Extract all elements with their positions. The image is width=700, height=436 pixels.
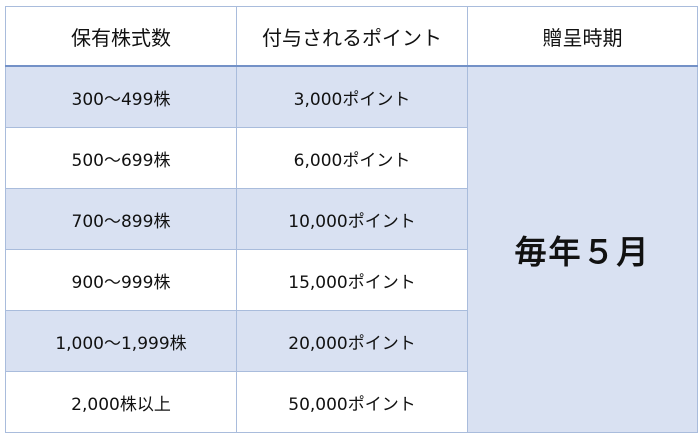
header-points: 付与されるポイント (236, 6, 468, 67)
table-row: 300～499株 3,000ポイント 毎年５月 (5, 65, 698, 433)
points-cell: 3,000ポイント (236, 65, 468, 128)
points-cell: 15,000ポイント (236, 249, 468, 311)
shares-cell: 1,000～1,999株 (5, 310, 237, 372)
table-row: 700～899株 10,000ポイント (5, 188, 698, 250)
shares-cell: 2,000株以上 (5, 371, 237, 433)
points-cell: 10,000ポイント (236, 188, 468, 250)
points-cell: 6,000ポイント (236, 127, 468, 189)
table-row: 500～699株 6,000ポイント (5, 127, 698, 189)
table-row: 2,000株以上 50,000ポイント (5, 371, 698, 433)
shares-cell: 500～699株 (5, 127, 237, 189)
period-cell: 毎年５月 (467, 65, 698, 433)
points-cell: 50,000ポイント (236, 371, 468, 433)
shares-cell: 700～899株 (5, 188, 237, 250)
header-shares: 保有株式数 (5, 6, 237, 67)
shares-cell: 900～999株 (5, 249, 237, 311)
header-period: 贈呈時期 (467, 6, 698, 67)
table-row: 900～999株 15,000ポイント (5, 249, 698, 311)
table-row: 1,000～1,999株 20,000ポイント (5, 310, 698, 372)
points-cell: 20,000ポイント (236, 310, 468, 372)
shares-cell: 300～499株 (5, 65, 237, 128)
header-row: 保有株式数 付与されるポイント 贈呈時期 (5, 6, 698, 67)
shareholder-benefit-table: 保有株式数 付与されるポイント 贈呈時期 300～499株 3,000ポイント … (5, 6, 698, 433)
